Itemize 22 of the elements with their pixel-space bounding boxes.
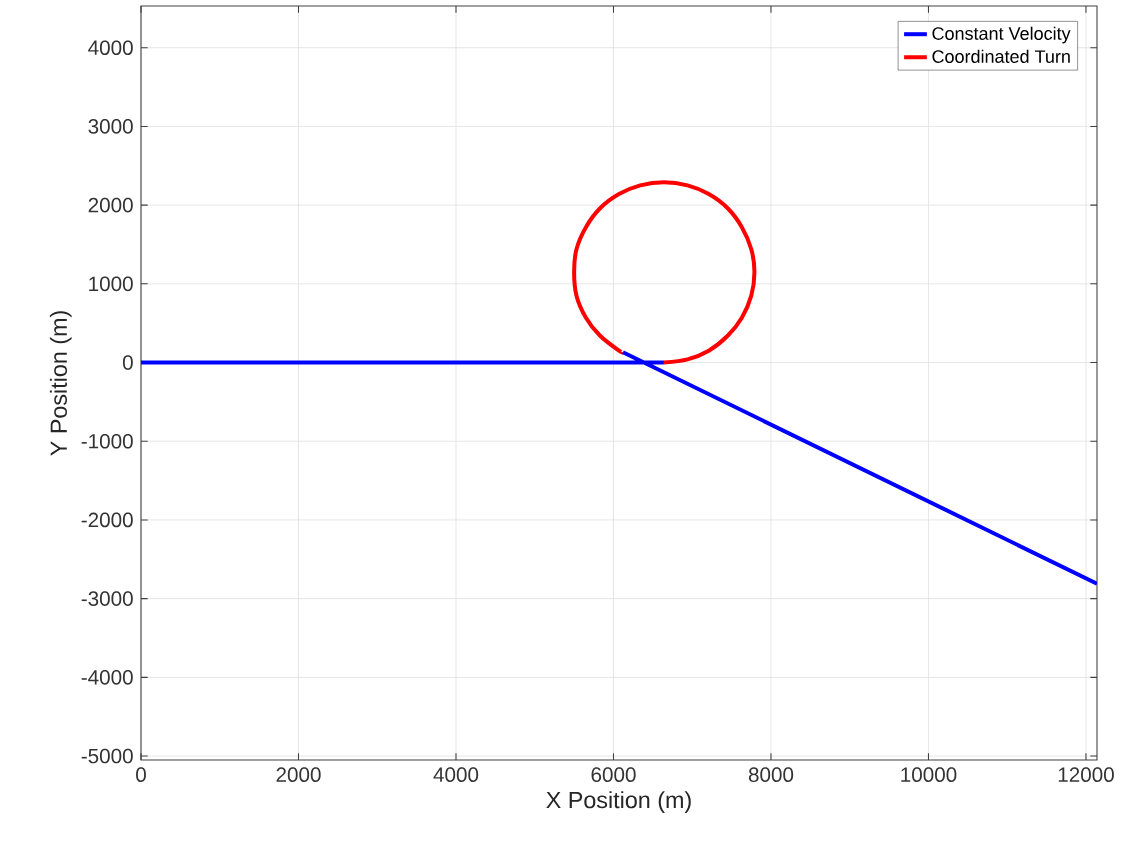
y-tick-label: -5000 xyxy=(81,748,133,764)
y-tick-label: 4000 xyxy=(88,40,133,56)
legend-label: Constant Velocity xyxy=(932,26,1071,44)
x-tick-label: 6000 xyxy=(591,767,636,782)
y-tick-label: -4000 xyxy=(81,670,133,685)
x-tick-label: 2000 xyxy=(276,767,321,782)
x-axis-title: X Position (m) xyxy=(546,791,691,813)
x-tick-label: 8000 xyxy=(748,767,794,782)
y-axis-title: Y Position (m) xyxy=(49,311,72,456)
x-tick-label: 4000 xyxy=(433,767,479,782)
x-tick-label: 10000 xyxy=(901,767,957,782)
y-tick-label: -2000 xyxy=(81,512,133,528)
y-tick-label: 0 xyxy=(122,355,133,370)
x-tick-label: 0 xyxy=(136,767,146,782)
y-tick-label: 3000 xyxy=(88,119,133,134)
y-tick-label: -1000 xyxy=(81,433,133,449)
x-tick-label: 12000 xyxy=(1058,767,1114,782)
line-series xyxy=(572,180,757,365)
legend-label: Coordinated Turn xyxy=(932,49,1070,63)
y-tick-label: 1000 xyxy=(89,276,133,292)
y-tick-label: 2000 xyxy=(88,197,133,213)
y-tick-label: -3000 xyxy=(81,591,133,606)
